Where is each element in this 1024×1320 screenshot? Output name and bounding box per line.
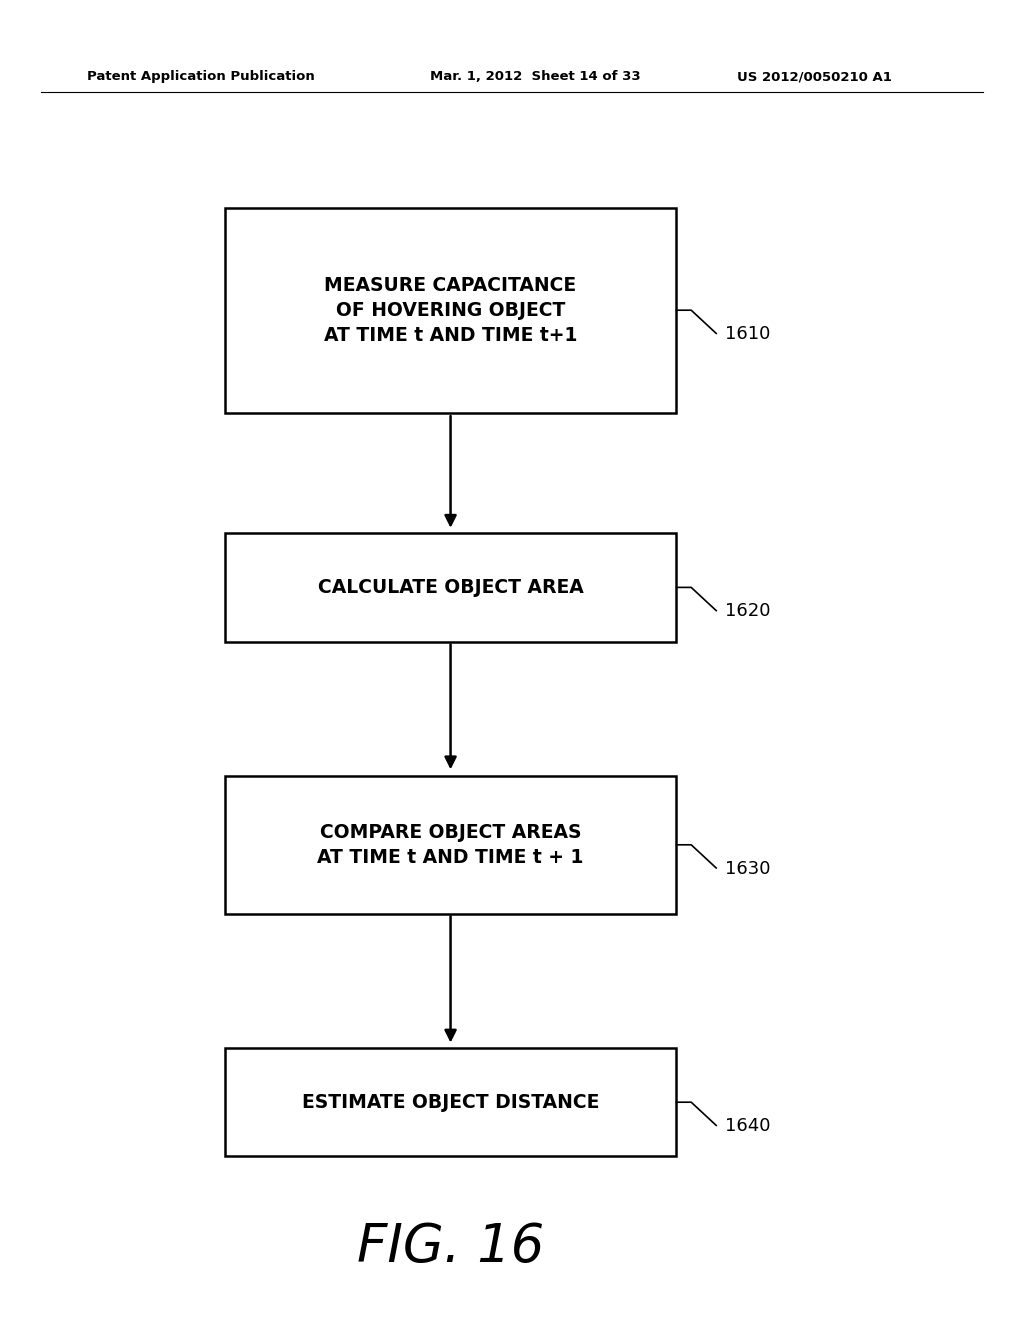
Bar xyxy=(225,776,676,913)
Text: Mar. 1, 2012  Sheet 14 of 33: Mar. 1, 2012 Sheet 14 of 33 xyxy=(430,70,641,83)
Text: 1640: 1640 xyxy=(725,1117,770,1135)
Text: 1610: 1610 xyxy=(725,325,770,343)
Bar xyxy=(225,209,676,412)
Text: FIG. 16: FIG. 16 xyxy=(357,1221,544,1274)
Text: 1630: 1630 xyxy=(725,859,770,878)
Text: Patent Application Publication: Patent Application Publication xyxy=(87,70,314,83)
Text: US 2012/0050210 A1: US 2012/0050210 A1 xyxy=(737,70,892,83)
Text: 1620: 1620 xyxy=(725,602,770,620)
Bar xyxy=(225,533,676,642)
Text: CALCULATE OBJECT AREA: CALCULATE OBJECT AREA xyxy=(317,578,584,597)
Text: MEASURE CAPACITANCE
OF HOVERING OBJECT
AT TIME t AND TIME t+1: MEASURE CAPACITANCE OF HOVERING OBJECT A… xyxy=(324,276,578,345)
Bar xyxy=(225,1048,676,1156)
Text: COMPARE OBJECT AREAS
AT TIME t AND TIME t + 1: COMPARE OBJECT AREAS AT TIME t AND TIME … xyxy=(317,822,584,867)
Text: ESTIMATE OBJECT DISTANCE: ESTIMATE OBJECT DISTANCE xyxy=(302,1093,599,1111)
